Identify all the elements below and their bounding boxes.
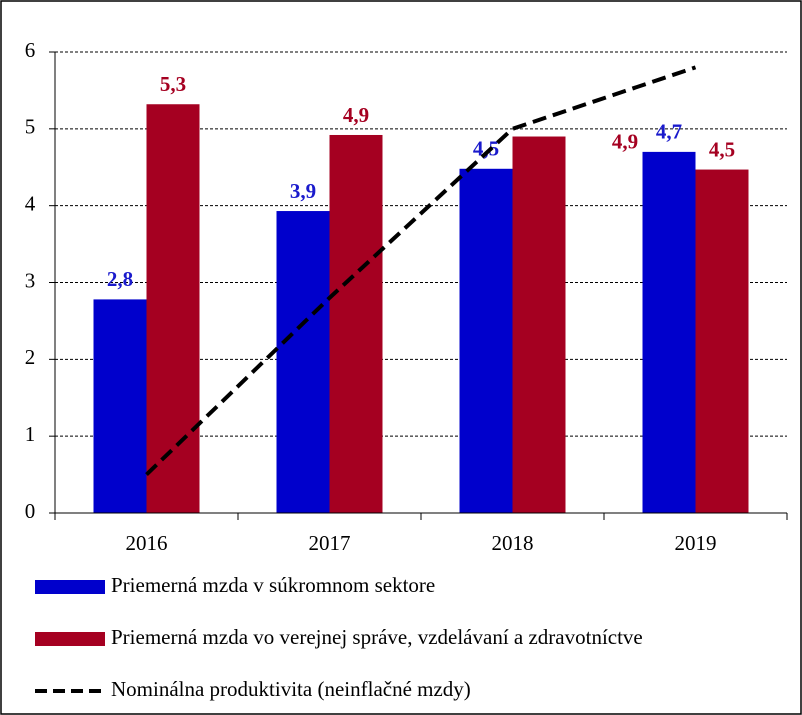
y-tick-label: 1 — [25, 422, 36, 446]
y-tick-label: 5 — [25, 115, 36, 139]
y-tick-label: 6 — [25, 38, 36, 62]
value-label: 4,9 — [343, 103, 369, 127]
bar — [146, 104, 200, 513]
value-label: 4,7 — [656, 120, 682, 144]
legend-swatch — [35, 580, 105, 594]
value-label: 3,9 — [290, 179, 316, 203]
x-tick-label: 2016 — [126, 531, 168, 555]
legend-label: Priemerná mzda v súkromnom sektore — [111, 573, 435, 597]
bar — [642, 151, 696, 513]
value-label: 4,9 — [612, 129, 638, 153]
bar — [512, 136, 566, 513]
value-label: 4,5 — [473, 137, 499, 161]
bar — [459, 168, 513, 513]
value-label: 4,5 — [709, 137, 735, 161]
legend-label: Nominálna produktivita (neinflačné mzdy) — [111, 677, 471, 701]
x-tick-label: 2017 — [309, 531, 351, 555]
y-tick-label: 2 — [25, 345, 36, 369]
y-tick-label: 3 — [25, 268, 36, 292]
y-tick-label: 0 — [25, 499, 36, 523]
value-label: 2,8 — [107, 267, 133, 291]
line — [145, 65, 697, 477]
bar — [93, 299, 147, 513]
legend-swatch — [35, 632, 105, 646]
value-label: 5,3 — [160, 72, 186, 96]
bar — [695, 169, 749, 513]
bar — [276, 211, 330, 514]
x-tick-label: 2018 — [492, 531, 534, 555]
x-tick-label: 2019 — [675, 531, 717, 555]
bar — [329, 134, 383, 514]
legend-label: Priemerná mzda vo verejnej správe, vzdel… — [111, 625, 643, 649]
y-tick-label: 4 — [25, 191, 36, 215]
